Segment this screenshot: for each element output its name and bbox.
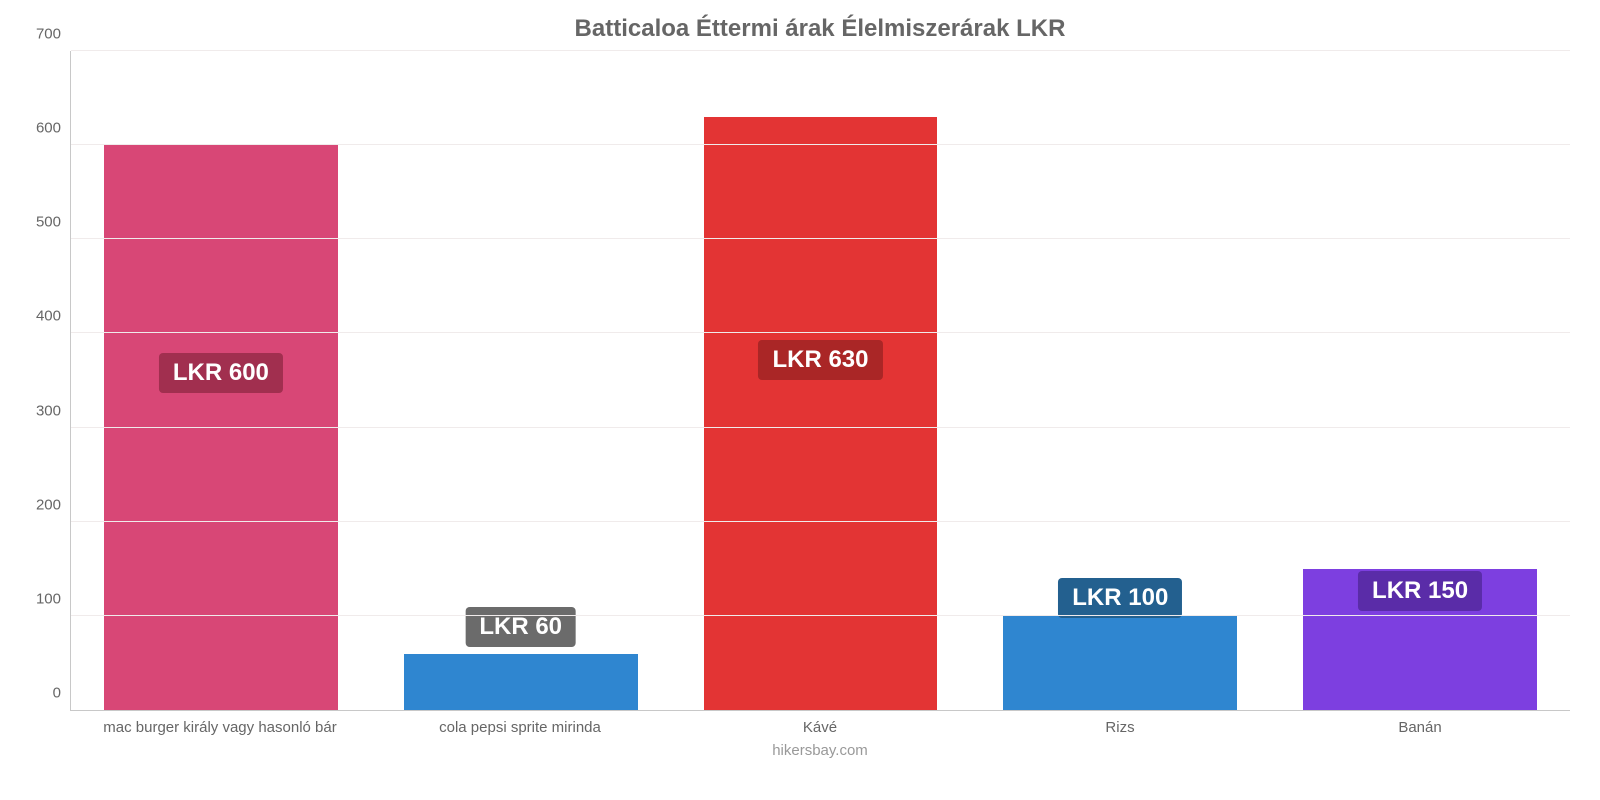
value-badge: LKR 630: [758, 340, 882, 380]
grid-line: [71, 144, 1570, 145]
grid-line: [71, 238, 1570, 239]
x-axis-label: Rizs: [970, 719, 1270, 736]
y-tick-label: 600: [36, 120, 71, 137]
bar: [704, 117, 938, 710]
chart-title: Batticaloa Éttermi árak Élelmiszerárak L…: [70, 15, 1570, 43]
bar: [104, 145, 338, 710]
x-axis-labels: mac burger király vagy hasonló bárcola p…: [70, 719, 1570, 736]
y-tick-label: 100: [36, 590, 71, 607]
y-tick-label: 500: [36, 214, 71, 231]
bar-slot: LKR 600: [71, 51, 371, 710]
y-tick-label: 300: [36, 402, 71, 419]
chart-footer: hikersbay.com: [70, 742, 1570, 759]
bar: [1003, 616, 1237, 710]
value-badge: LKR 150: [1358, 571, 1482, 611]
grid-line: [71, 521, 1570, 522]
y-tick-label: 700: [36, 26, 71, 43]
value-badge: LKR 60: [465, 607, 576, 647]
plot-area: LKR 600LKR 60LKR 630LKR 100LKR 150 01002…: [70, 51, 1570, 711]
bar-slot: LKR 60: [371, 51, 671, 710]
value-badge: LKR 100: [1058, 578, 1182, 618]
y-tick-label: 200: [36, 496, 71, 513]
x-axis-label: Kávé: [670, 719, 970, 736]
x-axis-label: Banán: [1270, 719, 1570, 736]
bars-group: LKR 600 LKR 60 LKR 630 LKR 100 LKR 150: [71, 51, 1570, 710]
y-tick-label: 400: [36, 308, 71, 325]
grid-line: [71, 615, 1570, 616]
bar-slot: LKR 150: [1270, 51, 1570, 710]
y-tick-label: 0: [53, 685, 71, 702]
x-axis-label: cola pepsi sprite mirinda: [370, 719, 670, 736]
bar-slot: LKR 100: [970, 51, 1270, 710]
bar-slot: LKR 630: [671, 51, 971, 710]
value-badge: LKR 600: [159, 353, 283, 393]
grid-line: [71, 50, 1570, 51]
bar: [404, 654, 638, 710]
x-axis-label: mac burger király vagy hasonló bár: [70, 719, 370, 736]
chart-container: Batticaloa Éttermi árak Élelmiszerárak L…: [0, 0, 1600, 800]
grid-line: [71, 427, 1570, 428]
grid-line: [71, 332, 1570, 333]
